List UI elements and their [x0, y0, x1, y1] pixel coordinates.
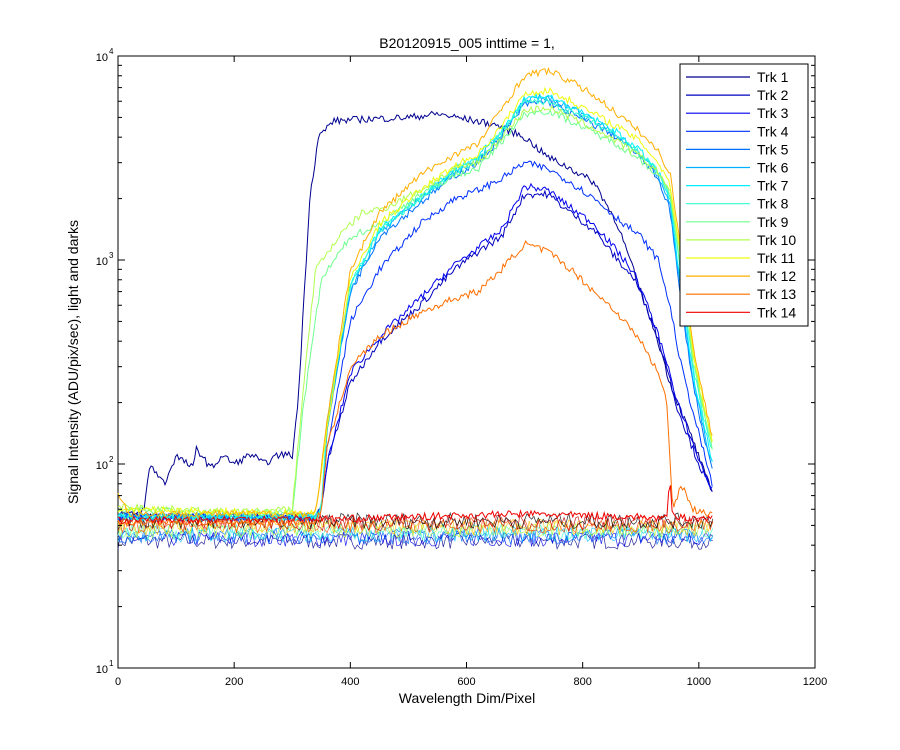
series-lines: [117, 67, 713, 527]
dark-trace-1: [117, 531, 714, 550]
legend-label: Trk 8: [757, 196, 789, 212]
dark-trace-8: [117, 516, 714, 534]
y-tick-label: 10: [96, 256, 108, 268]
legend-box: [679, 63, 809, 327]
legend-label: Trk 7: [757, 178, 789, 194]
series-line-trk-4: [117, 160, 713, 522]
series-line-trk-13: [117, 240, 713, 527]
series-line-trk-11: [117, 86, 713, 519]
y-tick-exponent: 3: [109, 251, 114, 260]
legend-label: Trk 12: [757, 268, 796, 284]
dark-trace-6: [117, 521, 714, 539]
y-axis-label: Signal Intensity (ADU/pix/sec), light an…: [65, 220, 81, 504]
legend-label: Trk 14: [757, 304, 796, 320]
x-tick-label: 0: [115, 676, 121, 688]
dark-trace-3: [117, 527, 713, 546]
series-line-trk-14: [117, 485, 713, 526]
x-tick-label: 1200: [803, 676, 827, 688]
y-tick-exponent: 2: [109, 455, 114, 464]
series-line-trk-1: [117, 110, 713, 518]
legend-label: Trk 5: [757, 141, 789, 157]
legend-label: Trk 6: [757, 160, 789, 176]
legend-label: Trk 10: [757, 232, 796, 248]
x-tick-label: 1000: [687, 676, 711, 688]
y-tick-exponent: 1: [109, 659, 114, 668]
series-line-trk-10: [117, 105, 713, 517]
legend-label: Trk 9: [757, 214, 789, 230]
dark-trace-4: [117, 524, 714, 544]
legend-label: Trk 13: [757, 286, 796, 302]
legend-label: Trk 3: [757, 105, 789, 121]
legend-label: Trk 11: [757, 250, 795, 266]
x-tick-label: 600: [457, 676, 475, 688]
x-tick-label: 800: [573, 676, 591, 688]
y-tick-label: 10: [96, 52, 108, 64]
chart-title: B20120915_005 inttime = 1,: [379, 35, 555, 51]
legend: Trk 1 Trk 2 Trk 3 Trk 4 Trk 5 Trk 6 Trk 7 Trk 8…: [679, 63, 809, 327]
series-line-trk-12: [117, 67, 713, 519]
y-tick-exponent: 4: [109, 47, 114, 56]
x-tick-label: 200: [225, 676, 243, 688]
legend-label: Trk 2: [757, 87, 789, 103]
y-tick-label: 10: [96, 664, 108, 676]
x-tick-label: 400: [341, 676, 359, 688]
legend-label: Trk 4: [757, 123, 789, 139]
y-tick-label: 10: [96, 460, 108, 472]
x-axis-label: Wavelength Dim/Pixel: [399, 690, 535, 706]
legend-label: Trk 1: [757, 69, 789, 85]
x-axis-ticks: 0 200 400 600 800 1000 1200: [115, 56, 827, 688]
dark-trace-2: [117, 530, 713, 548]
